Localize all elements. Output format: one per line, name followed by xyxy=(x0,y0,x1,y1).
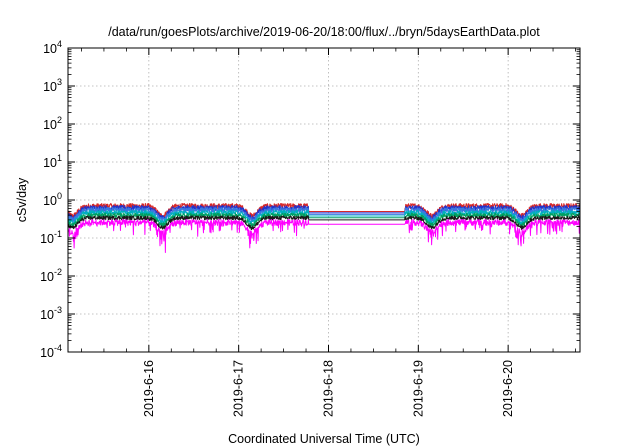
y-tick-label: 100 xyxy=(43,191,62,208)
x-tick-label: 2019-6-17 xyxy=(232,360,246,417)
y-tick-label: 103 xyxy=(43,77,62,94)
y-tick-label: 101 xyxy=(43,153,62,170)
y-tick-label: 104 xyxy=(43,39,62,56)
series-line-2 xyxy=(67,207,581,223)
x-tick-label: 2019-6-16 xyxy=(142,360,156,417)
x-tick-label: 2019-6-20 xyxy=(501,360,515,417)
series-line-5 xyxy=(67,215,581,231)
y-tick-label: 10-2 xyxy=(40,267,62,284)
x-tick-label: 2019-6-19 xyxy=(411,360,425,417)
y-tick-label: 102 xyxy=(43,115,62,132)
x-tick-label: 2019-6-18 xyxy=(321,360,335,417)
y-tick-label: 10-3 xyxy=(40,305,62,322)
y-axis-label: cSv/day xyxy=(15,177,29,222)
y-tick-label: 10-1 xyxy=(40,229,62,246)
series-line-6 xyxy=(67,219,581,254)
chart-title: /data/run/goesPlots/archive/2019-06-20/1… xyxy=(108,25,540,39)
series-line-4 xyxy=(67,212,581,228)
series-line-0 xyxy=(67,202,581,219)
y-tick-label: 10-4 xyxy=(40,343,62,360)
x-axis-label: Coordinated Universal Time (UTC) xyxy=(228,432,420,446)
